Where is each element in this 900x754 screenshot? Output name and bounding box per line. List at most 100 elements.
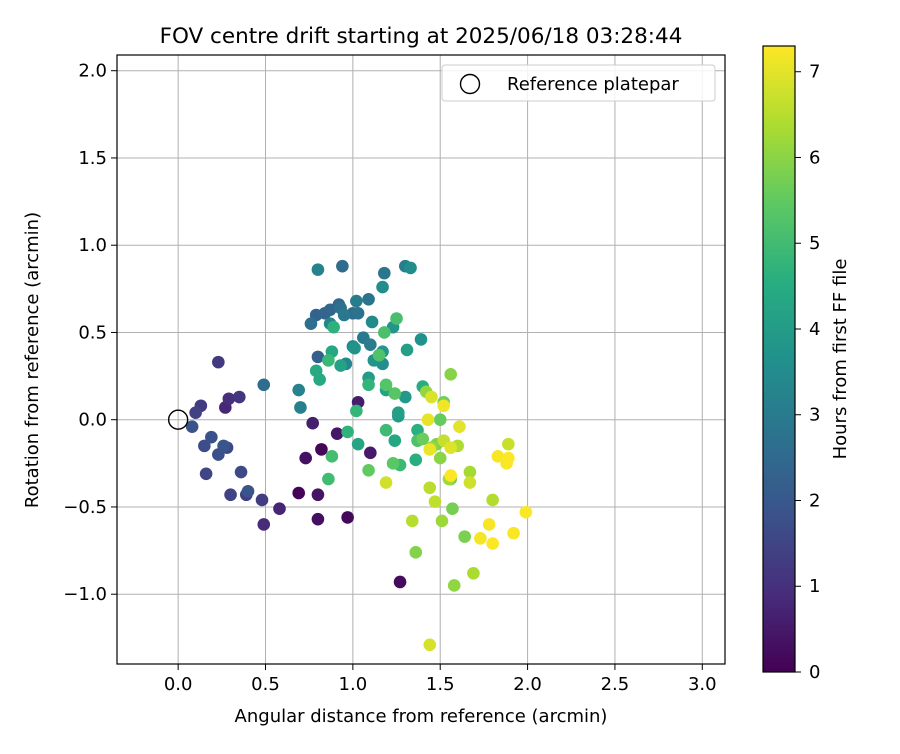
scatter-point: [257, 518, 271, 531]
scatter-point: [232, 390, 246, 404]
scatter-point: [391, 406, 405, 420]
scatter-point: [447, 579, 461, 592]
scatter-point: [433, 413, 447, 427]
scatter-point: [362, 292, 375, 306]
scatter-point: [444, 441, 458, 454]
scatter-point: [294, 401, 307, 414]
scatter-point: [388, 434, 402, 447]
x-tick-label: 2.5: [601, 674, 630, 695]
x-tick-label: 3.0: [688, 674, 717, 695]
scatter-point: [416, 432, 430, 446]
scatter-point: [409, 546, 423, 559]
scatter-point: [351, 306, 365, 320]
scatter-point: [519, 505, 533, 519]
x-tick-label: 1.5: [426, 674, 455, 695]
scatter-point: [257, 378, 271, 392]
y-tick-label: 1.5: [78, 148, 107, 169]
scatter-point: [304, 317, 318, 331]
colorbar-ticks: 0 1 2 3 4 5 6 7: [795, 62, 820, 683]
scatter-point: [486, 537, 499, 550]
scatter-point: [222, 392, 236, 406]
scatter-point: [205, 430, 218, 444]
colorbar: [763, 46, 795, 672]
legend-entry-label: Reference platepar: [507, 74, 679, 95]
y-tick-label: 1.0: [78, 235, 107, 256]
scatter-point: [463, 465, 477, 479]
scatter-point: [350, 404, 363, 418]
scatter-point: [467, 566, 480, 580]
scatter-point: [362, 464, 375, 477]
scatter-point: [502, 451, 515, 465]
scatter-point: [423, 481, 437, 495]
scatter-point: [341, 425, 354, 439]
scatter-point: [444, 469, 458, 482]
scatter-point: [255, 493, 269, 507]
scatter-point: [362, 378, 375, 392]
colorbar-tick-label: 3: [809, 405, 820, 426]
x-axis-label: Angular distance from reference (arcmin): [235, 706, 608, 727]
scatter-point: [212, 355, 225, 369]
colorbar-label: Hours from first FF file: [830, 259, 851, 460]
y-tick-label: 0.0: [78, 410, 107, 431]
x-tick-label: 0.0: [164, 674, 193, 695]
scatter-point: [502, 437, 515, 451]
scatter-point: [311, 512, 325, 526]
colorbar-frame: [762, 45, 796, 673]
scatter-point: [453, 420, 466, 433]
scatter-point: [185, 420, 199, 433]
y-tick-label: −0.5: [63, 497, 107, 518]
colorbar-tick-label: 7: [809, 62, 820, 83]
scatter-point: [322, 354, 335, 367]
scatter-point: [444, 368, 458, 381]
scatter-point: [322, 472, 335, 486]
scatter-point: [437, 399, 451, 413]
colorbar-tick-label: 1: [809, 576, 820, 597]
scatter-point: [309, 364, 323, 378]
y-tick-label: 2.0: [78, 61, 107, 82]
chart-title: FOV centre drift starting at 2025/06/18 …: [160, 24, 683, 49]
y-tick-label: −1.0: [63, 584, 107, 605]
scatter-point: [311, 350, 325, 364]
scatter-point: [241, 484, 255, 498]
scatter-point: [189, 406, 202, 420]
scatter-point: [423, 638, 437, 652]
scatter-point: [446, 502, 459, 515]
scatter-point: [386, 457, 400, 470]
scatter-point: [334, 359, 347, 372]
scatter-point: [507, 526, 520, 540]
plot-frame: [116, 54, 726, 665]
scatter-point: [341, 511, 354, 524]
scatter-point: [292, 383, 306, 397]
scatter-point: [311, 263, 325, 276]
legend-box: [441, 64, 716, 102]
scatter-point: [405, 514, 419, 528]
colorbar-tick-label: 2: [809, 490, 820, 511]
reference-platepar-marker: [167, 409, 189, 430]
scatter-point: [379, 476, 393, 489]
scatter-point: [390, 312, 403, 325]
scatter-point: [234, 465, 248, 479]
scatter-point: [425, 390, 438, 404]
scatter-point: [364, 338, 377, 351]
legend-open-circle-icon: [459, 73, 481, 95]
x-axis-ticks: 0.0 0.5 1.0 1.5 2.0 2.5 3.0: [164, 664, 717, 695]
data-points: [185, 259, 533, 652]
y-axis-ticks: −1.0 −0.5 0.0 0.5 1.0 1.5 2.0: [63, 61, 117, 605]
scatter-point: [217, 439, 230, 453]
x-tick-label: 1.0: [339, 674, 368, 695]
scatter-point: [273, 502, 286, 515]
scatter-point: [458, 530, 471, 543]
x-tick-label: 0.5: [251, 674, 280, 695]
scatter-point: [474, 532, 487, 545]
grid-lines: [117, 55, 725, 664]
scatter-point: [378, 266, 391, 280]
scatter-point: [486, 493, 499, 507]
y-tick-label: 0.5: [78, 322, 107, 343]
colorbar-tick-label: 5: [809, 233, 820, 254]
scatter-point: [398, 390, 412, 404]
scatter-point: [337, 308, 351, 322]
scatter-point: [428, 495, 442, 509]
scatter-point: [348, 341, 361, 355]
scatter-point: [435, 514, 449, 528]
